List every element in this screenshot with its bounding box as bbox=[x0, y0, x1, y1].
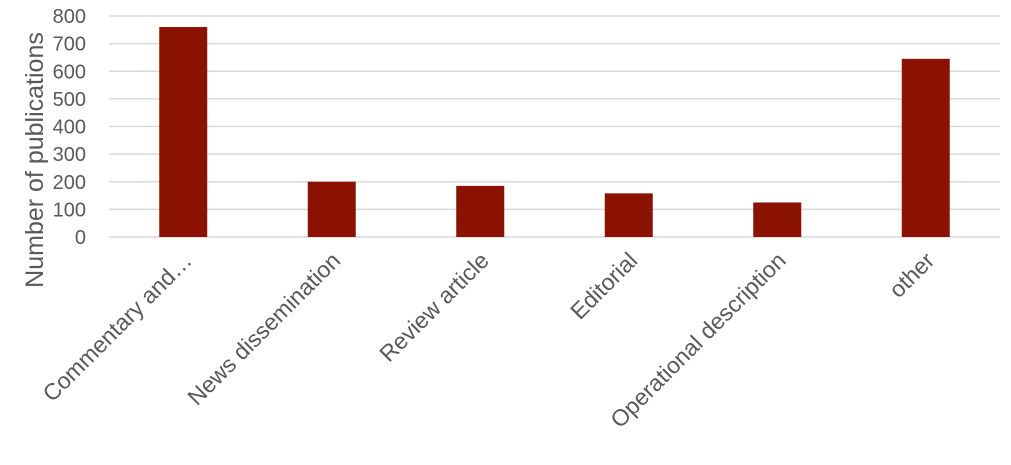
x-tick-label: Review article bbox=[374, 247, 494, 367]
bar bbox=[604, 193, 653, 237]
y-tick-label: 700 bbox=[53, 34, 86, 56]
y-tick-label: 500 bbox=[53, 89, 86, 111]
y-tick-label: 600 bbox=[53, 61, 86, 83]
y-axis-title: Number of publications bbox=[21, 32, 49, 288]
x-tick-label: Editorial bbox=[565, 247, 642, 324]
y-tick-label: 300 bbox=[53, 144, 86, 166]
x-tick-label: Commentary and… bbox=[37, 247, 196, 406]
y-tick-label: 200 bbox=[53, 172, 86, 194]
bar bbox=[901, 58, 950, 237]
bar bbox=[159, 27, 208, 237]
bars bbox=[159, 27, 950, 237]
bar bbox=[753, 202, 802, 237]
y-tick-label: 400 bbox=[53, 117, 86, 139]
bar bbox=[307, 181, 356, 237]
x-tick-label: News dissemination bbox=[182, 247, 345, 410]
y-tick-label: 0 bbox=[75, 227, 86, 249]
bar bbox=[456, 185, 505, 237]
y-tick-label: 100 bbox=[53, 199, 86, 221]
gridlines bbox=[109, 15, 1000, 238]
y-tick-label: 800 bbox=[53, 6, 86, 28]
x-tick-label: Operational description bbox=[605, 247, 791, 433]
x-tick-label: other bbox=[884, 247, 940, 303]
y-tick-labels: 0 100 200 300 400 500 600 700 800 bbox=[53, 6, 86, 249]
x-tick-labels: Commentary and…News dissemination Review … bbox=[37, 247, 939, 433]
